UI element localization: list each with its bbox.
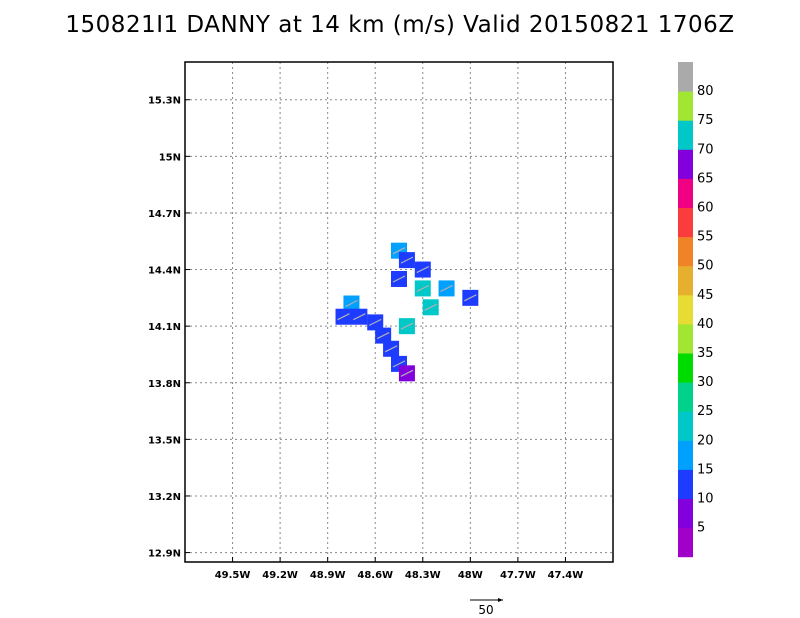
vector-reference-label: 50 <box>478 603 493 617</box>
y-tick-label: 13.5N <box>148 435 181 446</box>
x-tick-label: 49.5W <box>215 570 251 581</box>
y-tick-label: 13.2N <box>148 492 181 503</box>
wind-vector <box>368 318 382 326</box>
y-tick-label: 14.7N <box>148 209 181 220</box>
wind-speed-field <box>335 242 479 382</box>
wind-vector <box>440 284 453 292</box>
x-tick-label: 49.2W <box>262 570 298 581</box>
colorbar-label: 20 <box>697 433 714 448</box>
wind-vector <box>400 369 414 377</box>
wind-vector <box>392 275 406 283</box>
wind-vector <box>337 313 350 321</box>
y-tick-label: 12.9N <box>148 549 181 560</box>
y-tick-label: 15N <box>159 152 181 163</box>
wind-vector <box>376 332 390 340</box>
wind-vector <box>416 266 430 274</box>
colorbar-label: 70 <box>697 142 714 157</box>
wind-vector <box>400 256 414 264</box>
wind-vector <box>400 322 414 330</box>
colorbar-label: 10 <box>697 492 714 507</box>
colorbar-swatch <box>678 62 693 92</box>
colorbar-label: 15 <box>697 462 714 477</box>
y-tick-label: 13.8N <box>148 379 181 390</box>
colorbar-label: 25 <box>697 404 714 419</box>
colorbar: 5 10 15 20 25 30 35 40 45 50 55 60 65 70 75 80 <box>678 62 714 558</box>
colorbar-swatch <box>678 469 693 499</box>
wind-vector <box>424 303 437 311</box>
map-title: 150821I1 DANNY at 14 km (m/s) Valid 2015… <box>65 12 735 38</box>
wind-vector <box>392 247 406 255</box>
colorbar-label: 60 <box>697 201 714 216</box>
colorbar-swatch <box>678 323 693 354</box>
x-tick-label: 47.4W <box>548 570 584 581</box>
colorbar-swatch <box>678 236 693 267</box>
colorbar-label: 35 <box>697 346 714 361</box>
x-tick-label: 48.9W <box>310 570 346 581</box>
colorbar-swatch <box>678 440 693 470</box>
colorbar-swatch <box>678 91 693 121</box>
x-tick-label: 47.7W <box>500 570 536 581</box>
colorbar-swatch <box>678 265 693 296</box>
wind-vector <box>416 284 430 292</box>
y-tick-label: 15.3N <box>148 96 181 107</box>
wind-vector <box>345 299 358 308</box>
wind-vector <box>392 360 406 368</box>
colorbar-swatch <box>678 382 693 412</box>
colorbar-label: 80 <box>697 84 714 99</box>
colorbar-swatch <box>678 353 693 383</box>
wind-vector <box>464 294 477 302</box>
colorbar-label: 45 <box>697 288 714 303</box>
colorbar-label: 65 <box>697 171 714 186</box>
colorbar-swatch <box>678 207 693 238</box>
grid-lines <box>185 62 613 562</box>
wind-vectors <box>337 247 477 377</box>
colorbar-swatch <box>678 411 693 441</box>
y-tick-label: 14.1N <box>148 322 181 333</box>
wind-vector <box>353 313 366 321</box>
colorbar-swatch <box>678 294 693 325</box>
colorbar-label: 5 <box>697 521 705 536</box>
y-tick-label: 14.4N <box>148 266 181 277</box>
x-axis-labels: 49.5W 49.2W 48.9W 48.6W 48.3W 48W 47.7W 47.4W <box>215 570 584 581</box>
colorbar-label: 50 <box>697 259 714 274</box>
vector-reference-arrowhead <box>498 598 503 602</box>
x-tick-label: 48.3W <box>405 570 441 581</box>
x-tick-label: 48.6W <box>357 570 393 581</box>
colorbar-label: 30 <box>697 375 714 390</box>
colorbar-swatch <box>678 498 693 529</box>
map-frame <box>184 61 614 563</box>
colorbar-swatch <box>678 178 693 208</box>
vector-reference: 50 <box>470 598 503 617</box>
colorbar-swatch <box>678 149 693 179</box>
colorbar-label: 40 <box>697 317 714 332</box>
colorbar-label: 55 <box>697 230 714 245</box>
colorbar-label: 75 <box>697 113 714 128</box>
wind-vector <box>384 345 398 353</box>
x-tick-label: 48W <box>458 570 483 581</box>
colorbar-swatch <box>678 527 693 558</box>
colorbar-swatch <box>678 120 693 150</box>
y-axis-labels: 15.3N 15N 14.7N 14.4N 14.1N 13.8N 13.5N 13.2N 12… <box>148 96 181 560</box>
